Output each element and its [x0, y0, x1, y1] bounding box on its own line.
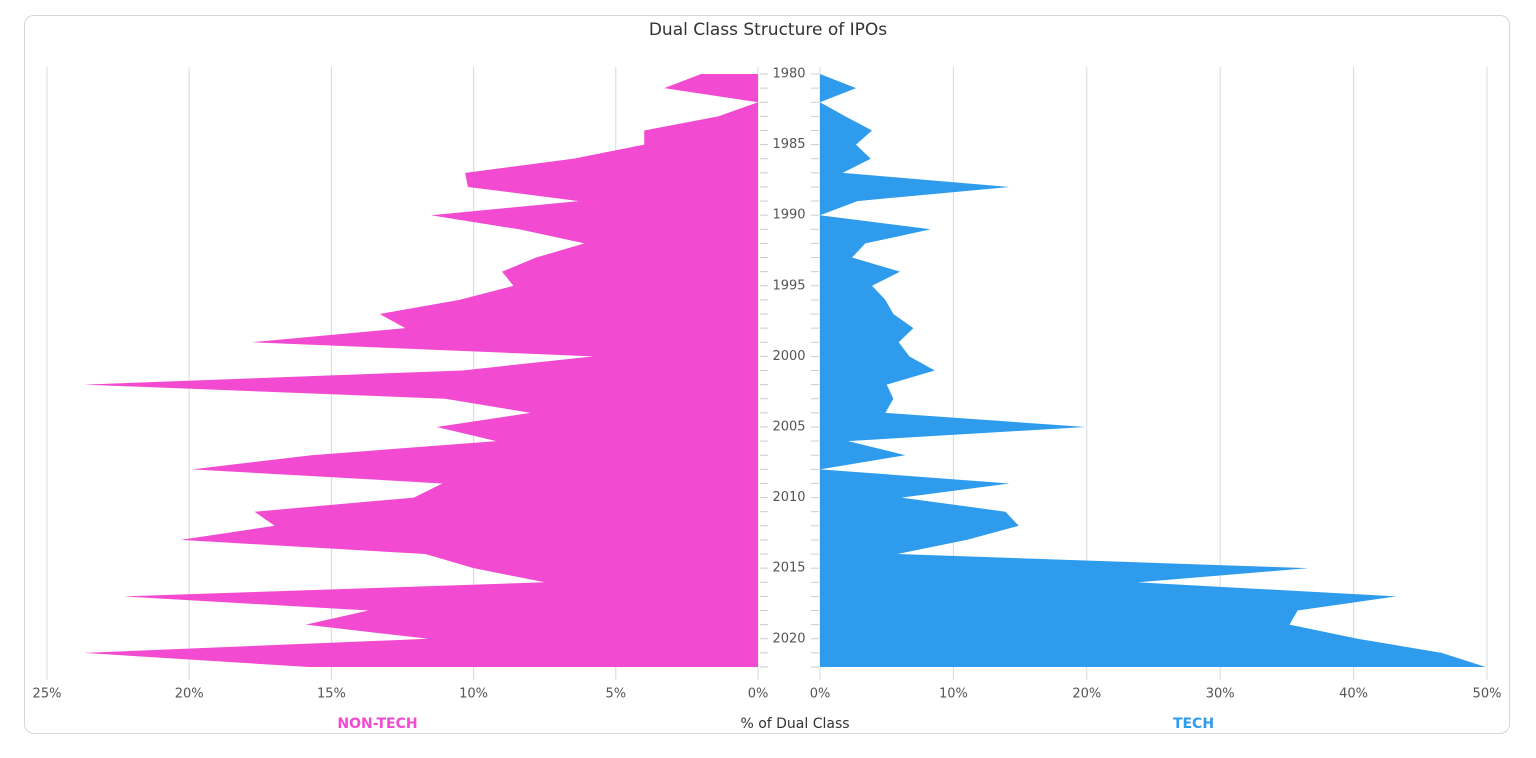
x-tick-label: 40%: [1339, 687, 1368, 702]
y-tick-label: 2015: [772, 561, 805, 576]
legend-label: NON-TECH: [337, 716, 417, 732]
y-tick-label: 2005: [772, 419, 805, 434]
y-tick-label: 1990: [772, 208, 805, 223]
area: [83, 74, 759, 667]
x-tick-label: 20%: [1072, 687, 1101, 702]
x-tick-label: 10%: [459, 687, 488, 702]
axis-title: % of Dual Class: [740, 716, 849, 732]
x-tick-label: 5%: [605, 687, 626, 702]
x-tick-label: 25%: [33, 687, 62, 702]
y-tick-label: 2020: [772, 631, 805, 646]
x-tick-label: 15%: [317, 687, 346, 702]
y-tick-label: 1980: [772, 67, 805, 82]
x-tick-label: 30%: [1206, 687, 1235, 702]
y-tick-label: 2000: [772, 349, 805, 364]
legend-label: TECH: [1173, 716, 1214, 732]
area: [820, 74, 1486, 667]
x-tick-label: 50%: [1473, 687, 1502, 702]
y-tick-label: 2010: [772, 490, 805, 505]
x-tick-label: 10%: [939, 687, 968, 702]
x-tick-label: 20%: [175, 687, 204, 702]
x-tick-label: 0%: [810, 687, 831, 702]
chart-card: [24, 15, 1510, 734]
y-tick-label: 1995: [772, 278, 805, 293]
y-tick-label: 1985: [772, 137, 805, 152]
x-tick-label: 0%: [748, 687, 769, 702]
chart-title: Dual Class Structure of IPOs: [649, 20, 887, 40]
